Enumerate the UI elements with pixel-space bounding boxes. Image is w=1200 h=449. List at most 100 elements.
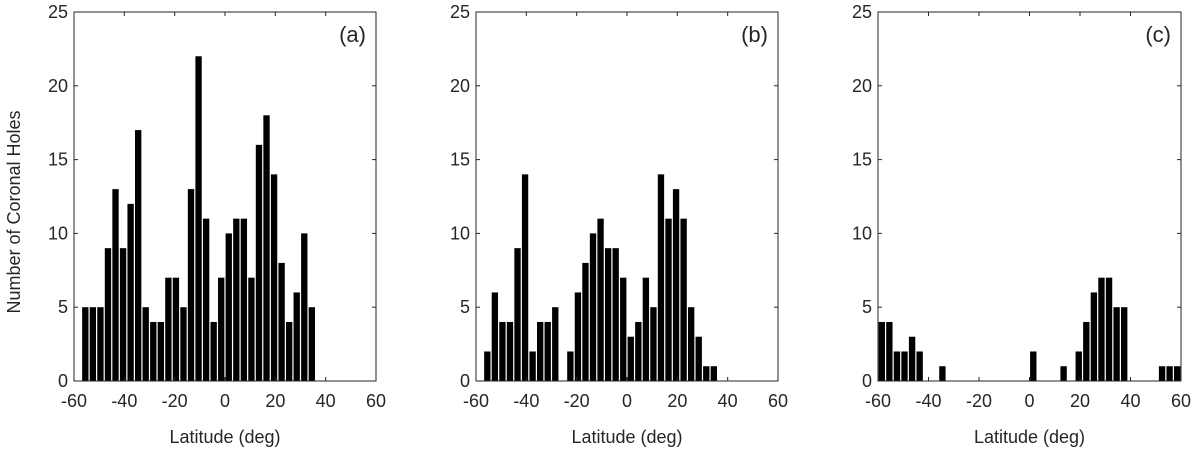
bar <box>1174 366 1181 381</box>
bar <box>642 277 650 381</box>
bar <box>233 218 240 381</box>
bar <box>225 233 232 381</box>
bar <box>248 277 255 381</box>
bar <box>529 351 536 381</box>
bar <box>589 233 597 381</box>
y-tick-label: 20 <box>852 76 872 96</box>
bar <box>514 248 521 381</box>
bar <box>218 277 225 381</box>
bar <box>1113 307 1120 381</box>
bar <box>574 292 582 381</box>
bar <box>112 189 119 381</box>
bar <box>270 174 278 381</box>
bar <box>1166 366 1173 381</box>
x-tick-label: 40 <box>316 391 336 411</box>
chart-panel: 0 5 10 15 20 25 -60 -40 -20 0 20 40 60 Latitude (deg)… <box>450 2 788 447</box>
panel-label: (a) <box>339 22 366 47</box>
panel-label: (b) <box>741 22 768 47</box>
bar <box>104 248 112 381</box>
bar <box>1060 366 1067 381</box>
axes-box <box>73 11 377 382</box>
y-tick-label: 20 <box>48 76 68 96</box>
bar <box>604 248 612 381</box>
y-tick-label: 15 <box>852 150 872 170</box>
bar <box>908 336 916 381</box>
bar <box>1098 277 1105 381</box>
bar <box>657 174 665 381</box>
y-tick-label: 0 <box>862 371 872 391</box>
x-axis-label: Latitude (deg) <box>974 427 1085 447</box>
x-tick-label: -60 <box>463 391 489 411</box>
x-tick-label: 0 <box>622 391 632 411</box>
bar <box>672 189 680 381</box>
bar <box>484 351 491 381</box>
bar <box>939 366 946 381</box>
figure-ylabel: Number of Coronal Holes <box>4 110 24 313</box>
bar <box>89 307 97 381</box>
x-tick-label: 40 <box>1120 391 1140 411</box>
y-tick-label: 10 <box>852 223 872 243</box>
x-tick-label: 60 <box>366 391 386 411</box>
y-tick-label: 25 <box>852 2 872 22</box>
y-tick-label: 15 <box>48 150 68 170</box>
bar <box>255 144 263 381</box>
bar <box>119 248 127 381</box>
bar <box>916 351 923 381</box>
x-tick-label: 0 <box>220 391 230 411</box>
bar <box>886 321 893 381</box>
bar <box>620 277 627 381</box>
x-tick-label: 20 <box>1070 391 1090 411</box>
bar <box>901 351 908 381</box>
bar <box>506 321 514 381</box>
y-tick-label: 15 <box>450 150 470 170</box>
bar <box>650 307 657 381</box>
bar <box>142 307 149 381</box>
bar <box>1158 366 1166 381</box>
bar <box>1121 307 1128 381</box>
bar <box>878 321 885 381</box>
bar <box>499 321 506 381</box>
bar <box>680 218 687 381</box>
x-tick-label: -60 <box>61 391 87 411</box>
x-tick-label: 20 <box>265 391 285 411</box>
y-tick-label: 5 <box>58 297 68 317</box>
bar <box>202 218 210 381</box>
axes-box <box>475 11 779 382</box>
y-tick-label: 0 <box>58 371 68 391</box>
chart-panel: 0 5 10 15 20 25 -60 -40 -20 0 20 40 60 Latitude (deg)… <box>852 2 1191 447</box>
y-tick-label: 10 <box>48 223 68 243</box>
bar <box>552 307 559 381</box>
bar <box>263 115 270 381</box>
bar <box>521 174 529 381</box>
y-tick-label: 0 <box>460 371 470 391</box>
bar <box>544 321 551 381</box>
x-axis-label: Latitude (deg) <box>571 427 682 447</box>
x-tick-label: -40 <box>915 391 941 411</box>
bar <box>627 336 634 381</box>
bar <box>165 277 172 381</box>
chart-panel: 0 5 10 15 20 25 -60 -40 -20 0 20 40 60 Latitude (deg)… <box>48 2 386 447</box>
bar <box>491 292 499 381</box>
bar <box>695 336 702 381</box>
bar <box>150 321 157 381</box>
axes-box <box>877 11 1182 382</box>
bar <box>582 262 589 381</box>
bar <box>1030 351 1037 381</box>
bar <box>1090 292 1098 381</box>
x-axis-label: Latitude (deg) <box>169 427 280 447</box>
bar <box>893 351 901 381</box>
bar <box>635 321 642 381</box>
bar <box>187 189 195 381</box>
bar <box>210 321 217 381</box>
bar <box>703 366 710 381</box>
bar <box>537 321 544 381</box>
bar <box>127 203 134 381</box>
x-tick-label: 20 <box>667 391 687 411</box>
bar <box>135 130 142 381</box>
bar <box>1075 351 1082 381</box>
bar <box>97 307 104 381</box>
bar <box>172 277 180 381</box>
y-tick-label: 20 <box>450 76 470 96</box>
x-tick-label: -20 <box>162 391 188 411</box>
